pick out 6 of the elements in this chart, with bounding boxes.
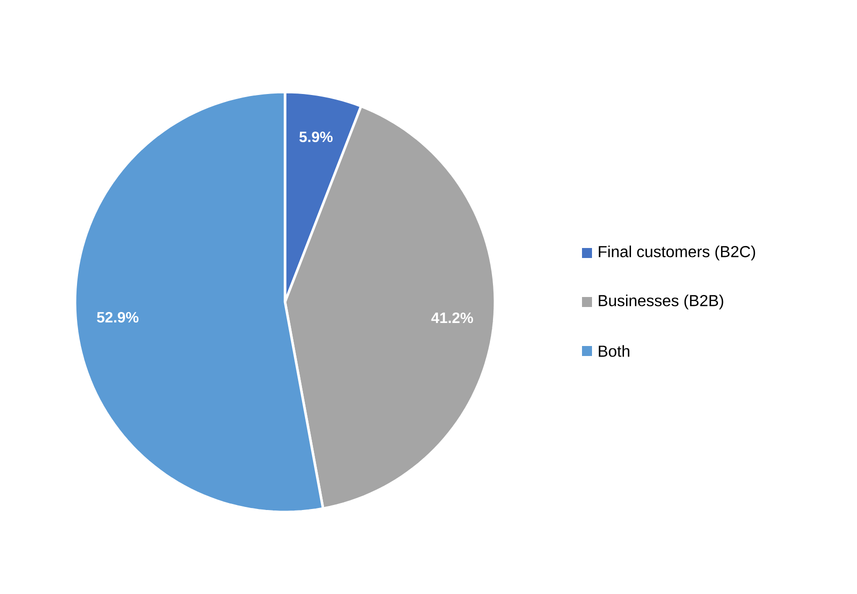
data-label: 5.9% (299, 132, 333, 142)
data-label: 41.2% (431, 312, 474, 324)
legend-label: Both (598, 345, 630, 357)
data-label: 52.9% (96, 312, 138, 323)
legend-label: Final customers (B2C) (598, 246, 756, 260)
legend-label: Businesses (B2B) (598, 294, 724, 310)
